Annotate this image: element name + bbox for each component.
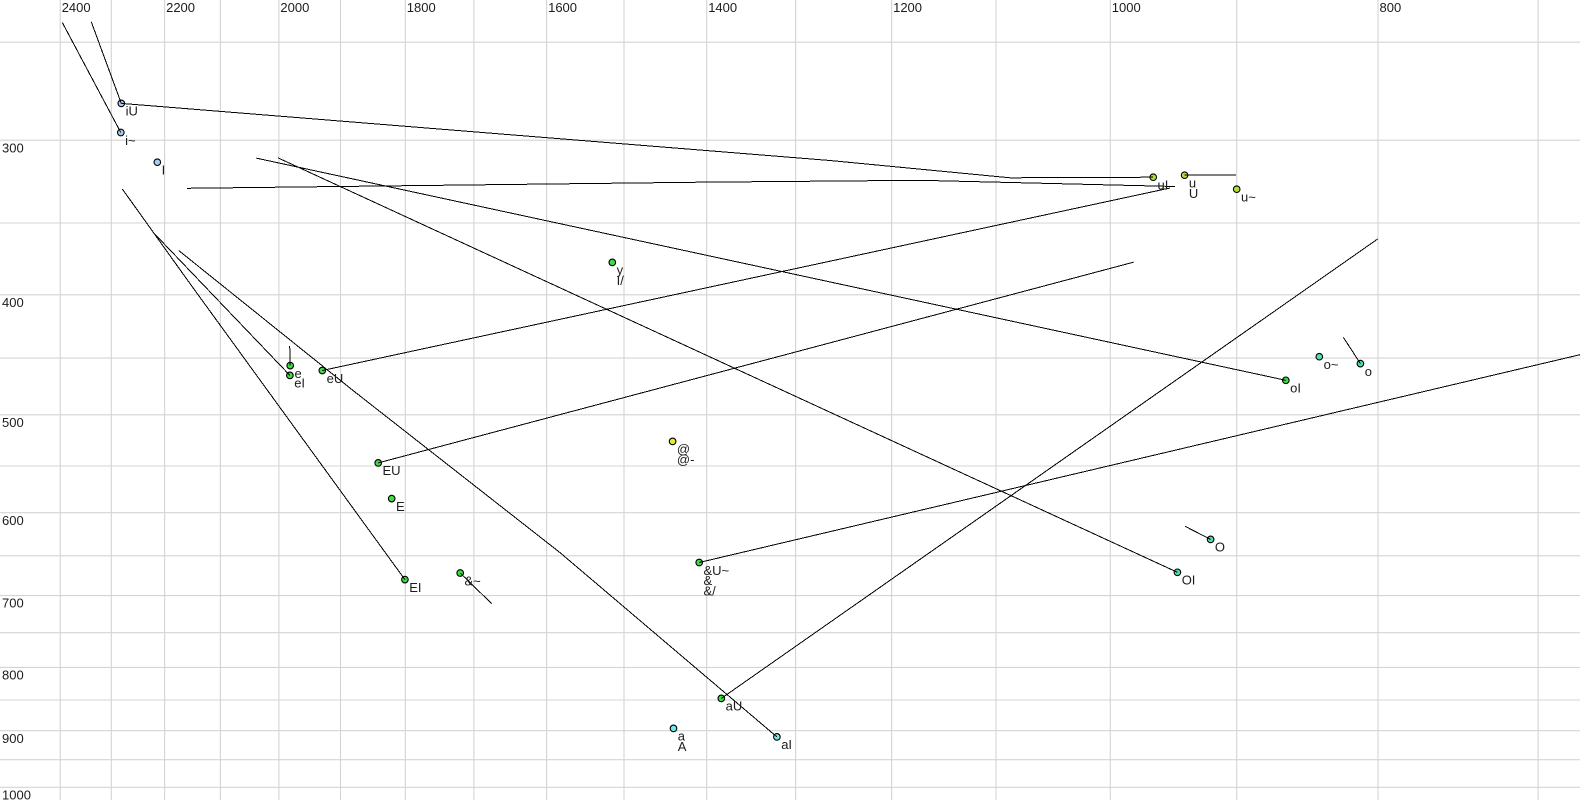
svg-text:aU: aU <box>726 699 743 714</box>
svg-text:U: U <box>1189 186 1198 201</box>
svg-text:u: u <box>1189 176 1196 191</box>
svg-text:1200: 1200 <box>893 0 922 15</box>
svg-text:O: O <box>1215 540 1225 555</box>
svg-text:a: a <box>678 729 686 744</box>
svg-text:1000: 1000 <box>1112 0 1141 15</box>
svg-text:u~: u~ <box>1241 190 1256 205</box>
svg-text:&/: &/ <box>704 584 717 599</box>
svg-text:&~: &~ <box>465 573 482 588</box>
svg-text:600: 600 <box>2 513 24 528</box>
svg-text:EI: EI <box>409 580 421 595</box>
svg-text:1800: 1800 <box>407 0 436 15</box>
svg-text:o~: o~ <box>1324 357 1339 372</box>
svg-text:uI: uI <box>1158 178 1169 193</box>
svg-text:o: o <box>1365 364 1372 379</box>
svg-text:aI: aI <box>781 737 792 752</box>
svg-text:I/: I/ <box>617 273 625 288</box>
svg-text:OI: OI <box>1182 573 1196 588</box>
svg-text:800: 800 <box>1380 0 1402 15</box>
svg-text:y: y <box>617 263 624 278</box>
svg-text:2200: 2200 <box>166 0 195 15</box>
svg-text:300: 300 <box>2 140 24 155</box>
svg-text:700: 700 <box>2 596 24 611</box>
svg-text:EU: EU <box>383 463 401 478</box>
svg-text:&U~: &U~ <box>704 563 730 578</box>
svg-text:2000: 2000 <box>280 0 309 15</box>
svg-text:I: I <box>162 163 166 178</box>
svg-text:800: 800 <box>2 668 24 683</box>
svg-text:@: @ <box>677 442 690 457</box>
svg-text:i~: i~ <box>125 133 136 148</box>
svg-text:A: A <box>678 739 687 754</box>
svg-text:500: 500 <box>2 415 24 430</box>
svg-text:E: E <box>396 499 405 514</box>
svg-text:1400: 1400 <box>708 0 737 15</box>
svg-text:eI: eI <box>294 376 305 391</box>
svg-text:@-: @- <box>677 452 695 467</box>
svg-text:eU: eU <box>327 371 344 386</box>
svg-text:900: 900 <box>2 731 24 746</box>
svg-text:1000: 1000 <box>2 787 31 800</box>
svg-text:1600: 1600 <box>548 0 577 15</box>
svg-text:iU: iU <box>126 104 138 119</box>
svg-text:e: e <box>295 366 302 381</box>
svg-text:&: & <box>704 573 713 588</box>
svg-text:2400: 2400 <box>62 0 91 15</box>
svg-text:oI: oI <box>1290 381 1301 396</box>
svg-text:400: 400 <box>2 295 24 310</box>
